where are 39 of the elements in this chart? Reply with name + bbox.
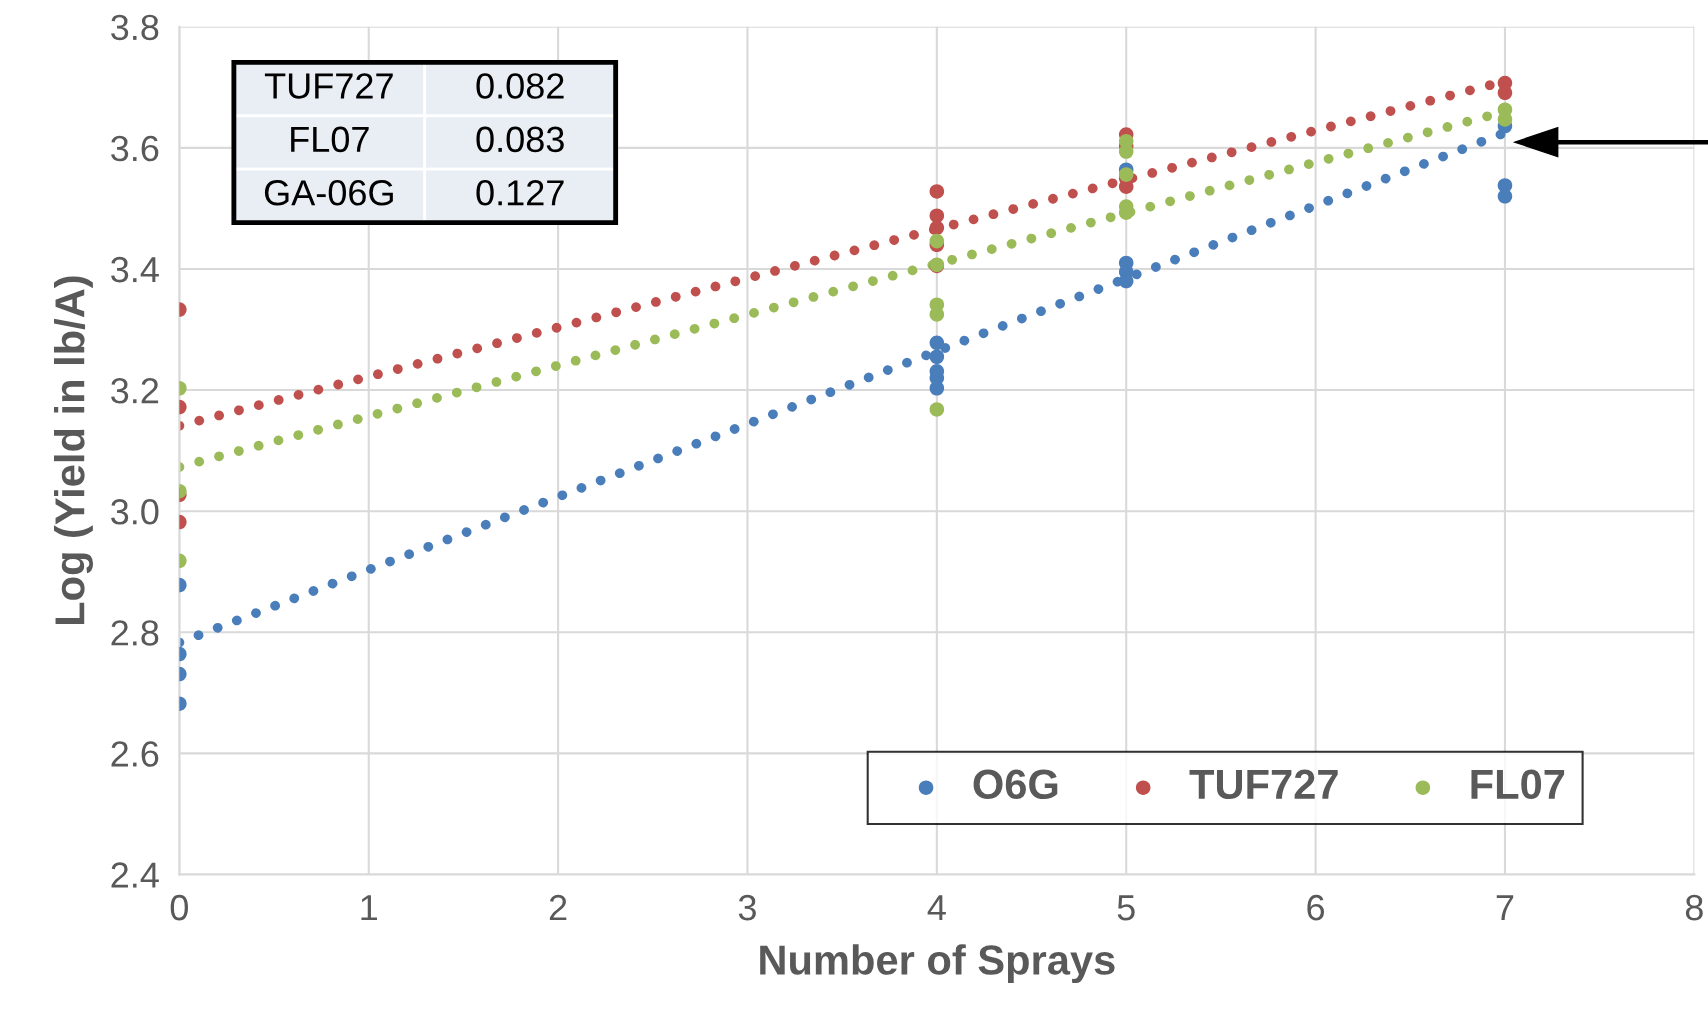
point [929,402,945,417]
y-tick-label: 3.2 [111,377,159,404]
x-tick-label: 1 [361,895,377,921]
y-tick-label: 3.6 [111,135,159,162]
y-tick-label: 3.8 [111,14,159,41]
point [929,307,945,322]
annotation: FL07 [291,126,369,153]
point [929,233,945,249]
y-tick-label: 2.8 [111,620,159,646]
point [929,184,945,199]
point [929,349,945,365]
annotation: GA-06G [264,180,393,206]
legend-label: FL07 [1471,769,1565,800]
point [1497,189,1513,204]
x-tick-label: 6 [1307,894,1325,921]
x-tick-label: 7 [1496,895,1514,921]
annotation: 0.127 [476,180,564,206]
x-tick-label: 0 [170,894,188,921]
point [929,208,945,223]
y-tick-label: 2.6 [111,741,159,767]
y-tick-label: 3.0 [111,499,159,525]
y-axis-title: Log (Yield in lb/A) [54,276,94,625]
annotation: 0.083 [476,126,564,153]
x-tick-label: 3 [738,894,756,921]
x-tick-label: 8 [1685,894,1703,921]
point [929,220,945,236]
x-tick-label: 4 [927,895,946,921]
y-tick-label: 3.4 [111,256,159,283]
annotation: 0.082 [476,73,564,99]
annotation: TUF727 [264,73,393,99]
x-tick-label: 2 [549,894,567,921]
point [1497,112,1513,127]
legend-label: O6G [973,769,1058,800]
y-tick-label: 2.4 [111,862,159,888]
point [929,335,945,351]
point [1118,144,1134,159]
x-axis-title: Number of Sprays [760,944,1115,984]
legend-label: TUF727 [1189,769,1338,800]
x-tick-label: 5 [1117,895,1135,921]
